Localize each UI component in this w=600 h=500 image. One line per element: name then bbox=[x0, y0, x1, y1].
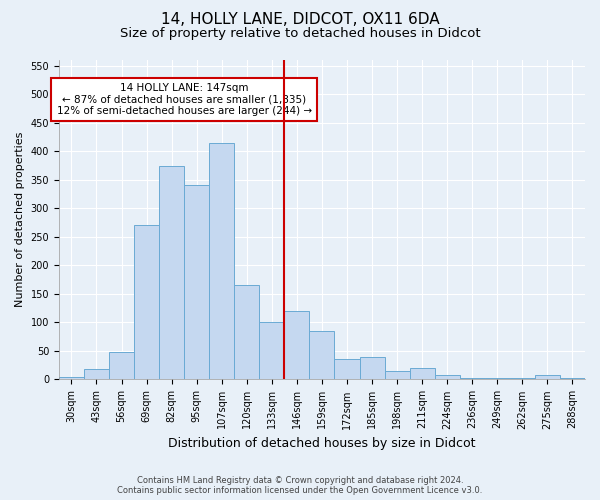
Text: Contains HM Land Registry data © Crown copyright and database right 2024.
Contai: Contains HM Land Registry data © Crown c… bbox=[118, 476, 482, 495]
Text: 14, HOLLY LANE, DIDCOT, OX11 6DA: 14, HOLLY LANE, DIDCOT, OX11 6DA bbox=[161, 12, 439, 28]
Bar bbox=[284, 311, 310, 380]
Bar bbox=[209, 142, 234, 380]
Bar bbox=[84, 369, 109, 380]
Bar bbox=[159, 166, 184, 380]
Text: 14 HOLLY LANE: 147sqm
← 87% of detached houses are smaller (1,835)
12% of semi-d: 14 HOLLY LANE: 147sqm ← 87% of detached … bbox=[56, 83, 312, 116]
Bar bbox=[460, 378, 485, 380]
Bar bbox=[109, 352, 134, 380]
Bar bbox=[184, 186, 209, 380]
Bar bbox=[560, 378, 585, 380]
Bar bbox=[59, 376, 84, 380]
Bar bbox=[134, 226, 159, 380]
Bar bbox=[410, 368, 434, 380]
Bar bbox=[485, 378, 510, 380]
Bar bbox=[385, 371, 410, 380]
Y-axis label: Number of detached properties: Number of detached properties bbox=[15, 132, 25, 308]
Bar bbox=[259, 322, 284, 380]
Bar bbox=[310, 331, 334, 380]
Bar bbox=[359, 356, 385, 380]
X-axis label: Distribution of detached houses by size in Didcot: Distribution of detached houses by size … bbox=[168, 437, 476, 450]
Bar bbox=[234, 286, 259, 380]
Bar bbox=[434, 375, 460, 380]
Text: Size of property relative to detached houses in Didcot: Size of property relative to detached ho… bbox=[119, 28, 481, 40]
Bar bbox=[334, 360, 359, 380]
Bar bbox=[510, 378, 535, 380]
Bar bbox=[535, 375, 560, 380]
